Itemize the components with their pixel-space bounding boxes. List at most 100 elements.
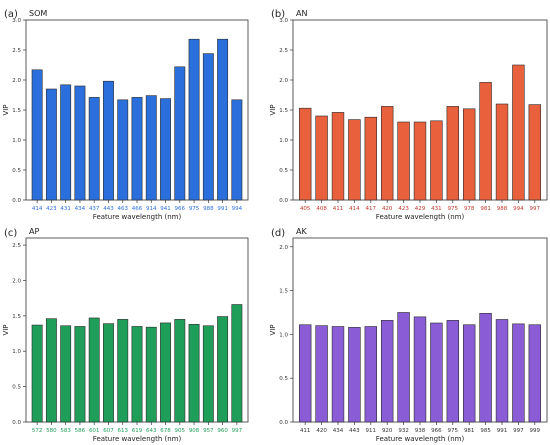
panel-an: (b) AN 0.0 0.5 1.0 1.5 2.0 2.5 3.0 VIP 405 408 411 41… — [269, 9, 548, 221]
bar-420 — [315, 325, 328, 423]
x-tick-label: 408 — [316, 206, 327, 212]
y-axis-label: VIP — [2, 104, 10, 115]
x-tick-label: 941 — [160, 206, 171, 212]
x-tick-label: 414 — [349, 206, 360, 212]
x-tick-label: 607 — [103, 428, 114, 434]
bar-466 — [131, 97, 143, 201]
bar-601 — [88, 317, 100, 423]
x-tick-label: 966 — [431, 428, 442, 434]
bar-905 — [174, 319, 186, 423]
y-tick-label: 0.0 — [12, 198, 21, 204]
y-tick-label: 0.0 — [279, 420, 288, 426]
bar-619 — [131, 326, 143, 423]
bar-975 — [188, 38, 200, 201]
bar-431 — [430, 120, 443, 201]
bar-999 — [528, 324, 542, 423]
x-tick-label: 981 — [464, 428, 475, 434]
x-tick-label: 443 — [349, 428, 360, 434]
x-tick-label: 411 — [333, 206, 344, 212]
x-tick-label: 463 — [117, 206, 128, 212]
x-tick-label: 405 — [300, 206, 311, 212]
bar-417 — [364, 116, 378, 201]
y-tick-label: 0.5 — [12, 168, 21, 174]
x-tick-label: 966 — [175, 206, 186, 212]
bar-613 — [117, 319, 129, 423]
x-tick-label: 601 — [89, 428, 100, 434]
bar-443 — [103, 80, 114, 201]
bar-914 — [145, 95, 157, 201]
y-tick-label: 3.0 — [12, 18, 21, 24]
bar-960 — [217, 316, 229, 423]
panel-title: AP — [29, 227, 39, 236]
x-tick-label: 988 — [497, 206, 508, 212]
bar-957 — [202, 325, 214, 423]
x-tick-label: 985 — [480, 428, 491, 434]
bar-429 — [413, 121, 427, 201]
x-axis-label: Feature wavelength (nm) — [93, 435, 182, 443]
x-tick-label: 431 — [431, 206, 442, 212]
bar-411 — [298, 324, 312, 423]
y-tick-label: 0.5 — [279, 376, 288, 382]
x-tick-label: 957 — [203, 428, 214, 434]
y-tick-label: 1.0 — [12, 349, 21, 355]
panel-title: AK — [296, 227, 307, 236]
x-tick-label: 975 — [448, 206, 459, 212]
x-axis-label: Feature wavelength (nm) — [376, 435, 465, 443]
bar-408 — [315, 115, 328, 201]
x-tick-label: 975 — [189, 206, 200, 212]
bar-411 — [331, 112, 345, 201]
x-tick-label: 586 — [75, 428, 86, 434]
x-tick-label: 991 — [497, 428, 508, 434]
x-tick-label: 994 — [513, 206, 524, 212]
y-tick-label: 1.5 — [12, 108, 21, 114]
bar-988 — [202, 53, 214, 201]
x-tick-label: 905 — [175, 428, 186, 434]
panel-title: AN — [296, 9, 307, 18]
bar-434 — [331, 326, 345, 423]
panel-label: (a) — [4, 9, 18, 20]
x-tick-label: 431 — [60, 206, 71, 212]
x-tick-label: 997 — [530, 206, 541, 212]
bar-908 — [188, 324, 200, 423]
x-tick-label: 619 — [132, 428, 143, 434]
x-tick-label: 437 — [89, 206, 100, 212]
y-axis-label: VIP — [269, 104, 277, 115]
bar-966 — [174, 66, 186, 201]
x-tick-label: 932 — [398, 428, 409, 434]
x-tick-label: 960 — [217, 428, 228, 434]
bar-978 — [462, 108, 476, 201]
x-tick-label: 678 — [160, 428, 171, 434]
bar-431 — [60, 84, 72, 201]
x-tick-label: 997 — [513, 428, 524, 434]
bar-981 — [462, 324, 476, 423]
x-tick-label: 572 — [32, 428, 43, 434]
bar-991 — [495, 319, 509, 423]
x-tick-label: 613 — [117, 428, 128, 434]
bar-966 — [430, 322, 443, 423]
y-tick-label: 1.5 — [279, 289, 288, 295]
y-tick-label: 1.5 — [279, 108, 288, 114]
y-tick-label: 0.0 — [12, 420, 21, 426]
bar-985 — [479, 313, 492, 423]
x-tick-label: 991 — [217, 206, 228, 212]
bar-997 — [231, 304, 243, 423]
y-tick-label: 1.0 — [279, 332, 288, 338]
x-axis-label: Feature wavelength (nm) — [93, 213, 182, 221]
bar-981 — [479, 82, 492, 201]
x-tick-label: 997 — [232, 428, 243, 434]
y-tick-label: 2.0 — [12, 78, 21, 84]
bar-988 — [495, 103, 509, 201]
bar-994 — [231, 99, 243, 201]
bar-437 — [88, 97, 100, 201]
panel-ak: (d) AK 0.0 0.5 1.0 1.5 2.0 VIP 411 420 434 443 911 92… — [269, 227, 548, 443]
bar-414 — [31, 69, 43, 201]
x-tick-label: 999 — [530, 428, 541, 434]
x-tick-label: 411 — [300, 428, 311, 434]
bar-678 — [160, 322, 171, 423]
y-tick-label: 1.0 — [279, 138, 288, 144]
x-tick-label: 911 — [366, 428, 377, 434]
bar-991 — [217, 38, 229, 201]
bar-932 — [397, 312, 410, 423]
x-tick-label: 920 — [382, 428, 393, 434]
